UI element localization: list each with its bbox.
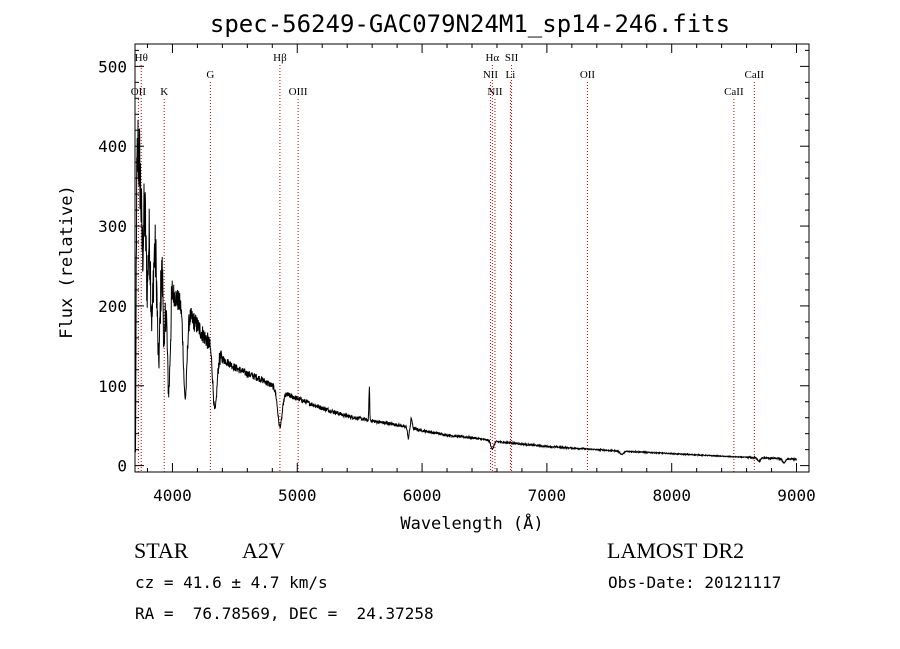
x-tick-label-8000: 8000 [652,486,691,505]
marker-label-6: Hα [485,52,499,64]
class-label: STAR [134,538,189,563]
y-tick-label-100: 100 [98,377,127,396]
chart-title: spec-56249-GAC079N24M1_sp14-246.fits [210,10,730,38]
marker-label-4: Hβ [273,52,287,64]
marker-label-10: Li [506,69,516,81]
marker-label-0: OII [131,86,147,98]
marker-label-12: CaII [724,86,744,98]
marker-label-8: NII [487,86,503,98]
y-tick-label-0: 0 [117,457,127,476]
x-tick-label-7000: 7000 [528,486,567,505]
y-tick-label-200: 200 [98,297,127,316]
marker-label-9: SII [505,52,519,64]
marker-label-2: K [160,86,168,98]
x-tick-label-6000: 6000 [403,486,442,505]
x-axis-label: Wavelength (Å) [400,512,543,534]
marker-label-13: CaII [745,69,765,81]
y-tick-label-300: 300 [98,217,127,236]
x-tick-label-4000: 4000 [153,486,192,505]
marker-label-7: NII [483,69,499,81]
x-tick-label-9000: 9000 [777,486,816,505]
plot-frame [134,43,810,473]
y-axis-label: Flux (relative) [57,185,77,339]
marker-label-1: Hθ [135,52,148,64]
marker-label-11: OII [580,69,596,81]
spectrum-line [134,119,797,464]
y-tick-label-400: 400 [98,137,127,156]
redshift-line: cz = 41.6 ± 4.7 km/s [135,573,328,592]
x-tick-label-5000: 5000 [278,486,317,505]
coords-line: RA = 76.78569, DEC = 24.37258 [135,604,434,623]
marker-label-5: OIII [289,86,308,98]
marker-label-3: G [206,69,214,81]
y-tick-label-500: 500 [98,57,127,76]
subclass-label: A2V [242,538,285,563]
survey-label: LAMOST DR2 [607,538,745,563]
obs-date-line: Obs-Date: 20121117 [608,573,782,592]
